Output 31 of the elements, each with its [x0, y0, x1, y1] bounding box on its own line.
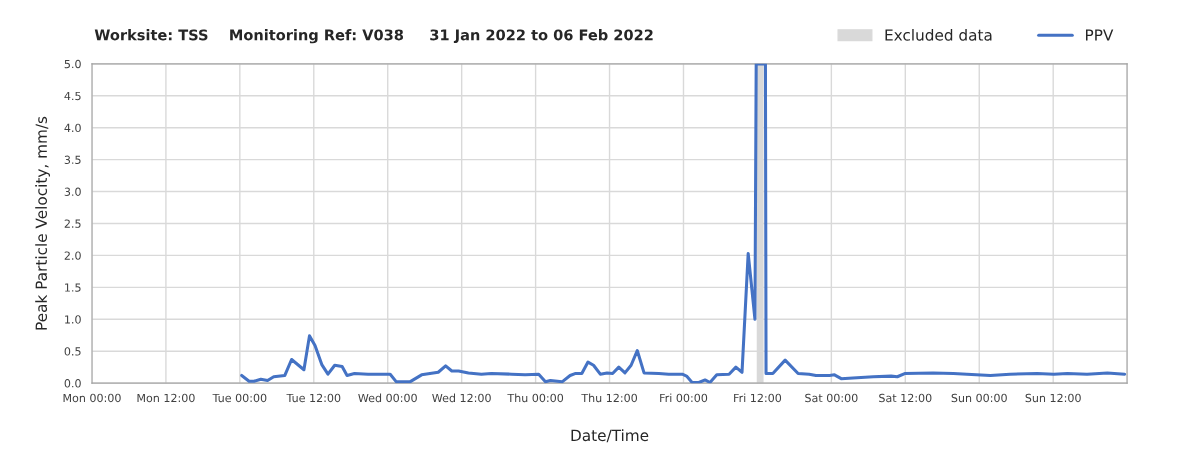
y-tick-label: 0.0	[64, 379, 81, 388]
x-tick-label: Thu 00:00	[507, 393, 564, 403]
legend-label: PPV	[1086, 29, 1114, 41]
y-tick-label: 0.5	[64, 347, 81, 356]
y-tick-label: 4.5	[64, 91, 81, 101]
x-tick-label: Fri 12:00	[734, 393, 782, 403]
y-tick-label: 5.0	[64, 59, 81, 69]
y-tick-label: 2.5	[64, 219, 81, 228]
x-tick-label: Sat 12:00	[879, 393, 932, 403]
y-axis-title: Peak Particle Velocity, mm/s	[35, 116, 50, 330]
x-tick-label: Fri 00:00	[660, 393, 708, 403]
x-tick-label: Tue 12:00	[286, 393, 341, 403]
legend-label: Excluded data	[885, 28, 992, 41]
chart-title: Worksite: TSS Monitoring Ref: V038 31 Jan 2022 to 06 Feb 2022	[94, 29, 653, 44]
y-tick-label: 3.0	[64, 187, 81, 196]
y-tick-label: 1.0	[65, 315, 81, 324]
x-tick-label: Sun 00:00	[951, 393, 1007, 403]
x-axis-title: Date/Time	[571, 429, 649, 443]
y-tick-label: 1.5	[65, 283, 81, 292]
x-tick-label: Mon 12:00	[137, 393, 195, 403]
x-tick-label: Thu 12:00	[581, 393, 638, 403]
y-tick-label: 3.5	[64, 155, 81, 165]
y-tick-label: 2.0	[64, 251, 81, 260]
x-tick-label: Sat 00:00	[805, 393, 858, 403]
line-series	[240, 63, 1127, 384]
x-tick-label: Tue 00:00	[212, 393, 267, 403]
x-tick-label: Wed 12:00	[432, 393, 491, 403]
y-tick-label: 4.0	[64, 123, 81, 133]
x-tick-label: Sun 12:00	[1025, 393, 1081, 403]
x-tick-label: Mon 00:00	[63, 393, 121, 403]
x-tick-label: Wed 00:00	[358, 393, 417, 403]
